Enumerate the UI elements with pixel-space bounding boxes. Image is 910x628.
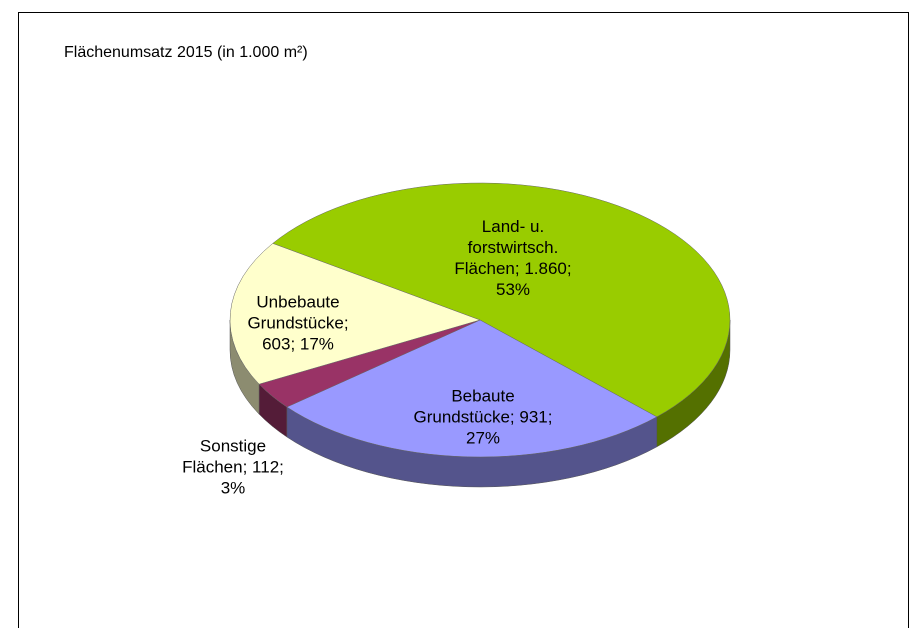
data-label: Land- u. forstwirtsch. Flächen; 1.860; 5… <box>454 217 572 299</box>
label-percent: 3% <box>220 478 246 498</box>
label-category: Unbebaute Grundstücke <box>247 292 344 333</box>
label-value: 1.860 <box>524 259 567 278</box>
data-label: Bebaute Grundstücke; 931; 27% <box>413 386 553 448</box>
slice <box>272 182 731 418</box>
label-percent: 53% <box>495 280 531 299</box>
data-label: Sonstige Flächen; 112; 3% <box>182 436 284 498</box>
label-value: 931 <box>519 407 548 427</box>
label-value: 112 <box>252 457 280 477</box>
label-category: Land- u. forstwirtsch. Flächen <box>454 217 559 278</box>
data-label: Unbebaute Grundstücke; 603; 17% <box>247 292 349 354</box>
label-category: Sonstige Flächen <box>182 436 267 477</box>
slice <box>286 319 658 458</box>
label-percent: 17% <box>299 334 334 354</box>
frame <box>18 12 909 628</box>
label-category: Bebaute Grundstücke <box>413 386 515 427</box>
chart-title: Flächenumsatz 2015 (in 1.000 m²) <box>64 44 308 61</box>
label-value: 603 <box>262 334 291 354</box>
label-percent: 27% <box>465 428 501 448</box>
slice <box>229 243 481 385</box>
